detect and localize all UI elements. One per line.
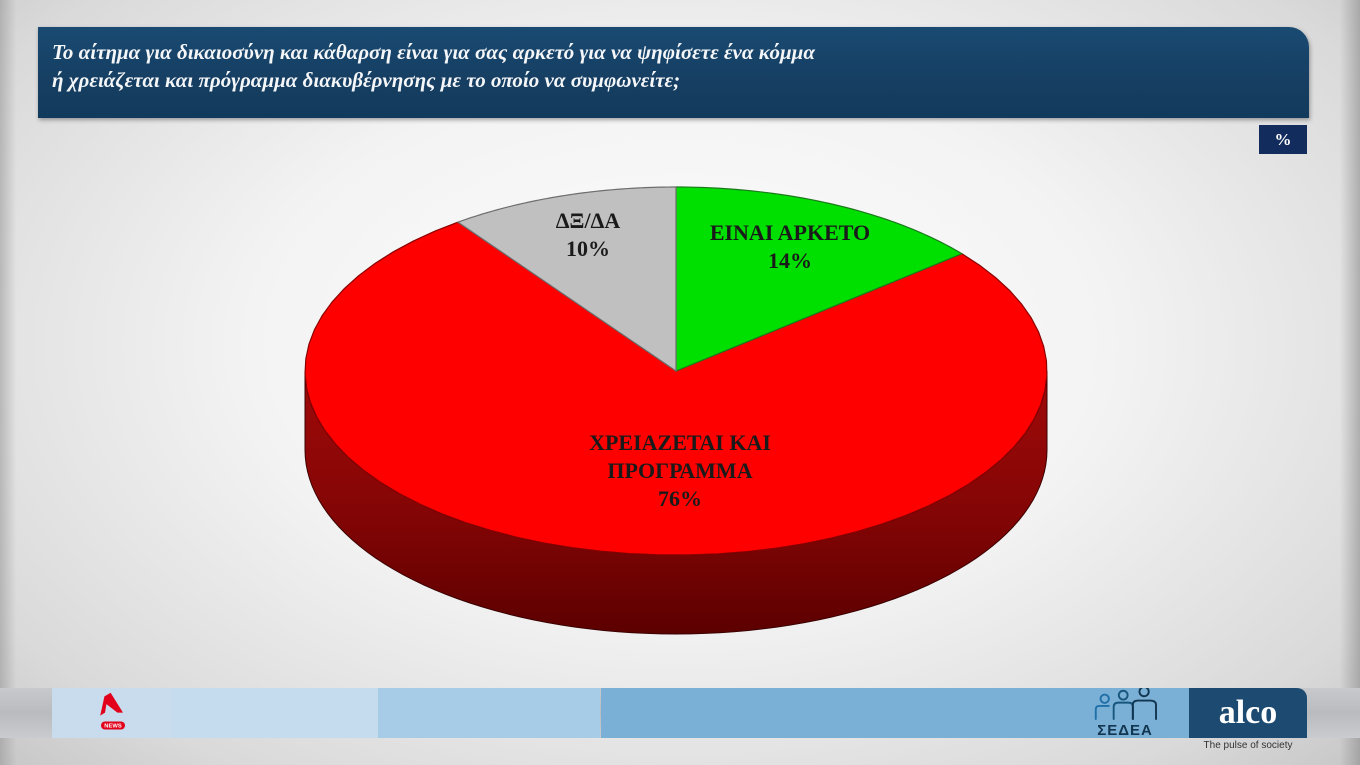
svg-text:10%: 10% bbox=[566, 236, 610, 261]
svg-text:14%: 14% bbox=[768, 248, 812, 273]
svg-text:ΠΡΟΓΡΑΜΜΑ: ΠΡΟΓΡΑΜΜΑ bbox=[607, 458, 752, 483]
svg-text:ΕΙΝΑΙ ΑΡΚΕΤΟ: ΕΙΝΑΙ ΑΡΚΕΤΟ bbox=[710, 220, 870, 245]
svg-text:ΔΞ/ΔΑ: ΔΞ/ΔΑ bbox=[556, 208, 621, 233]
svg-text:ΧΡΕΙΑΖΕΤΑΙ ΚΑΙ: ΧΡΕΙΑΖΕΤΑΙ ΚΑΙ bbox=[589, 430, 771, 455]
svg-text:NEWS: NEWS bbox=[104, 724, 122, 730]
svg-text:76%: 76% bbox=[658, 486, 702, 511]
